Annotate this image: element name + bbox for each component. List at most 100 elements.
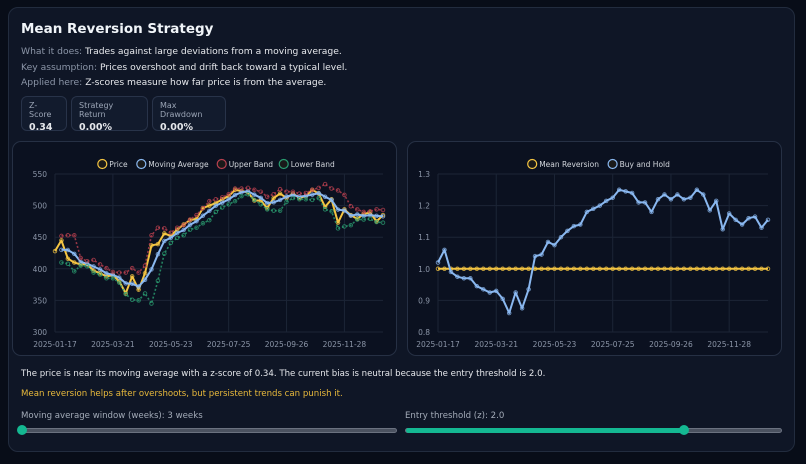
slider-thumb[interactable] bbox=[678, 425, 689, 435]
price-bands-chart: 300 350 400 450 500 550 2025-01-17 2025-03-21 20… bbox=[12, 141, 397, 356]
data-point bbox=[526, 266, 531, 272]
stat-value: 0.34 bbox=[29, 122, 53, 133]
data-point bbox=[374, 213, 379, 219]
data-point bbox=[765, 217, 771, 223]
data-point bbox=[59, 247, 64, 253]
data-point bbox=[200, 213, 206, 218]
data-point bbox=[597, 266, 603, 272]
legend-label: Buy and Hold bbox=[620, 160, 671, 169]
data-point bbox=[219, 200, 225, 205]
data-point bbox=[493, 266, 499, 272]
desc-text: Prices overshoot and drift back toward a… bbox=[100, 62, 348, 73]
data-point bbox=[52, 248, 58, 254]
data-point bbox=[123, 291, 128, 297]
data-point bbox=[110, 276, 116, 281]
data-point bbox=[726, 211, 732, 216]
legend-marker-price bbox=[97, 158, 108, 170]
data-point bbox=[258, 202, 264, 207]
data-point bbox=[720, 227, 725, 232]
data-point bbox=[142, 277, 148, 282]
data-point bbox=[277, 191, 283, 196]
data-point bbox=[361, 217, 366, 222]
data-point bbox=[65, 261, 71, 266]
data-point bbox=[380, 214, 386, 219]
data-point bbox=[187, 217, 193, 222]
data-point bbox=[136, 298, 141, 303]
legend-marker-upper bbox=[216, 158, 227, 170]
data-point bbox=[455, 274, 460, 279]
data-point bbox=[675, 192, 680, 197]
data-point bbox=[461, 266, 467, 272]
data-point bbox=[245, 185, 251, 191]
data-point bbox=[264, 207, 270, 212]
data-point bbox=[662, 266, 667, 272]
series-line-price bbox=[54, 188, 384, 295]
description-what: What it does: Trades against large devia… bbox=[21, 46, 342, 57]
data-point bbox=[655, 266, 661, 272]
data-point bbox=[720, 266, 725, 272]
y-tick-label: 350 bbox=[33, 296, 48, 305]
data-point bbox=[310, 187, 315, 193]
data-point bbox=[746, 266, 751, 272]
data-point bbox=[487, 266, 493, 272]
data-point bbox=[72, 269, 77, 274]
data-point bbox=[310, 197, 315, 203]
data-point bbox=[623, 189, 628, 194]
data-point bbox=[72, 260, 77, 265]
data-point bbox=[694, 187, 700, 193]
legend-label: Mean Reversion bbox=[539, 160, 599, 169]
data-point bbox=[129, 297, 135, 303]
legend-label: Upper Band bbox=[229, 160, 274, 169]
data-point bbox=[552, 266, 557, 272]
page-title: Mean Reversion Strategy bbox=[21, 21, 214, 37]
data-point bbox=[149, 267, 154, 272]
data-point bbox=[84, 261, 90, 266]
ma-window-slider[interactable] bbox=[17, 425, 397, 435]
data-point bbox=[474, 283, 480, 289]
data-point bbox=[277, 197, 283, 203]
data-point bbox=[226, 191, 231, 197]
data-point bbox=[142, 263, 148, 268]
data-point bbox=[681, 266, 687, 272]
data-point bbox=[759, 266, 764, 272]
data-point bbox=[584, 209, 590, 215]
data-point bbox=[636, 200, 641, 205]
data-point bbox=[252, 192, 257, 197]
data-point bbox=[213, 209, 219, 215]
x-tick-label: 2025-09-26 bbox=[649, 340, 693, 349]
data-point bbox=[668, 197, 674, 202]
data-point bbox=[258, 189, 264, 194]
data-point bbox=[149, 233, 154, 238]
entry-threshold-slider[interactable] bbox=[405, 425, 782, 435]
data-point bbox=[181, 222, 186, 228]
x-tick-label: 2025-09-26 bbox=[265, 340, 309, 349]
data-point bbox=[155, 225, 161, 230]
data-point bbox=[277, 186, 283, 192]
data-point bbox=[252, 187, 257, 193]
x-tick-label: 2025-01-17 bbox=[416, 340, 460, 349]
stat-value: 0.00% bbox=[160, 122, 193, 133]
x-tick-label: 2025-11-28 bbox=[707, 340, 751, 349]
data-point bbox=[335, 226, 341, 231]
x-tick-label: 2025-07-25 bbox=[207, 340, 251, 349]
data-point bbox=[284, 194, 289, 199]
desc-key: Key assumption: bbox=[21, 62, 98, 73]
data-point bbox=[603, 198, 609, 204]
y-tick-label: 1.0 bbox=[418, 265, 430, 274]
data-point bbox=[649, 209, 654, 215]
data-point bbox=[239, 193, 244, 199]
slider-fill bbox=[406, 428, 684, 433]
y-tick-label: 1.1 bbox=[418, 233, 430, 242]
series-line-buy-and-hold bbox=[437, 188, 769, 314]
data-point bbox=[149, 243, 154, 248]
data-point bbox=[129, 281, 135, 287]
data-point bbox=[310, 192, 315, 197]
data-point bbox=[591, 206, 596, 212]
data-point bbox=[610, 266, 615, 272]
description-assumption: Key assumption: Prices overshoot and dri… bbox=[21, 62, 347, 73]
x-tick-label: 2025-03-21 bbox=[474, 340, 518, 349]
slider-thumb[interactable] bbox=[17, 425, 27, 435]
ma-window-label: Moving average window (weeks): 3 weeks bbox=[21, 411, 203, 421]
data-point bbox=[532, 253, 538, 259]
data-point bbox=[348, 203, 354, 209]
